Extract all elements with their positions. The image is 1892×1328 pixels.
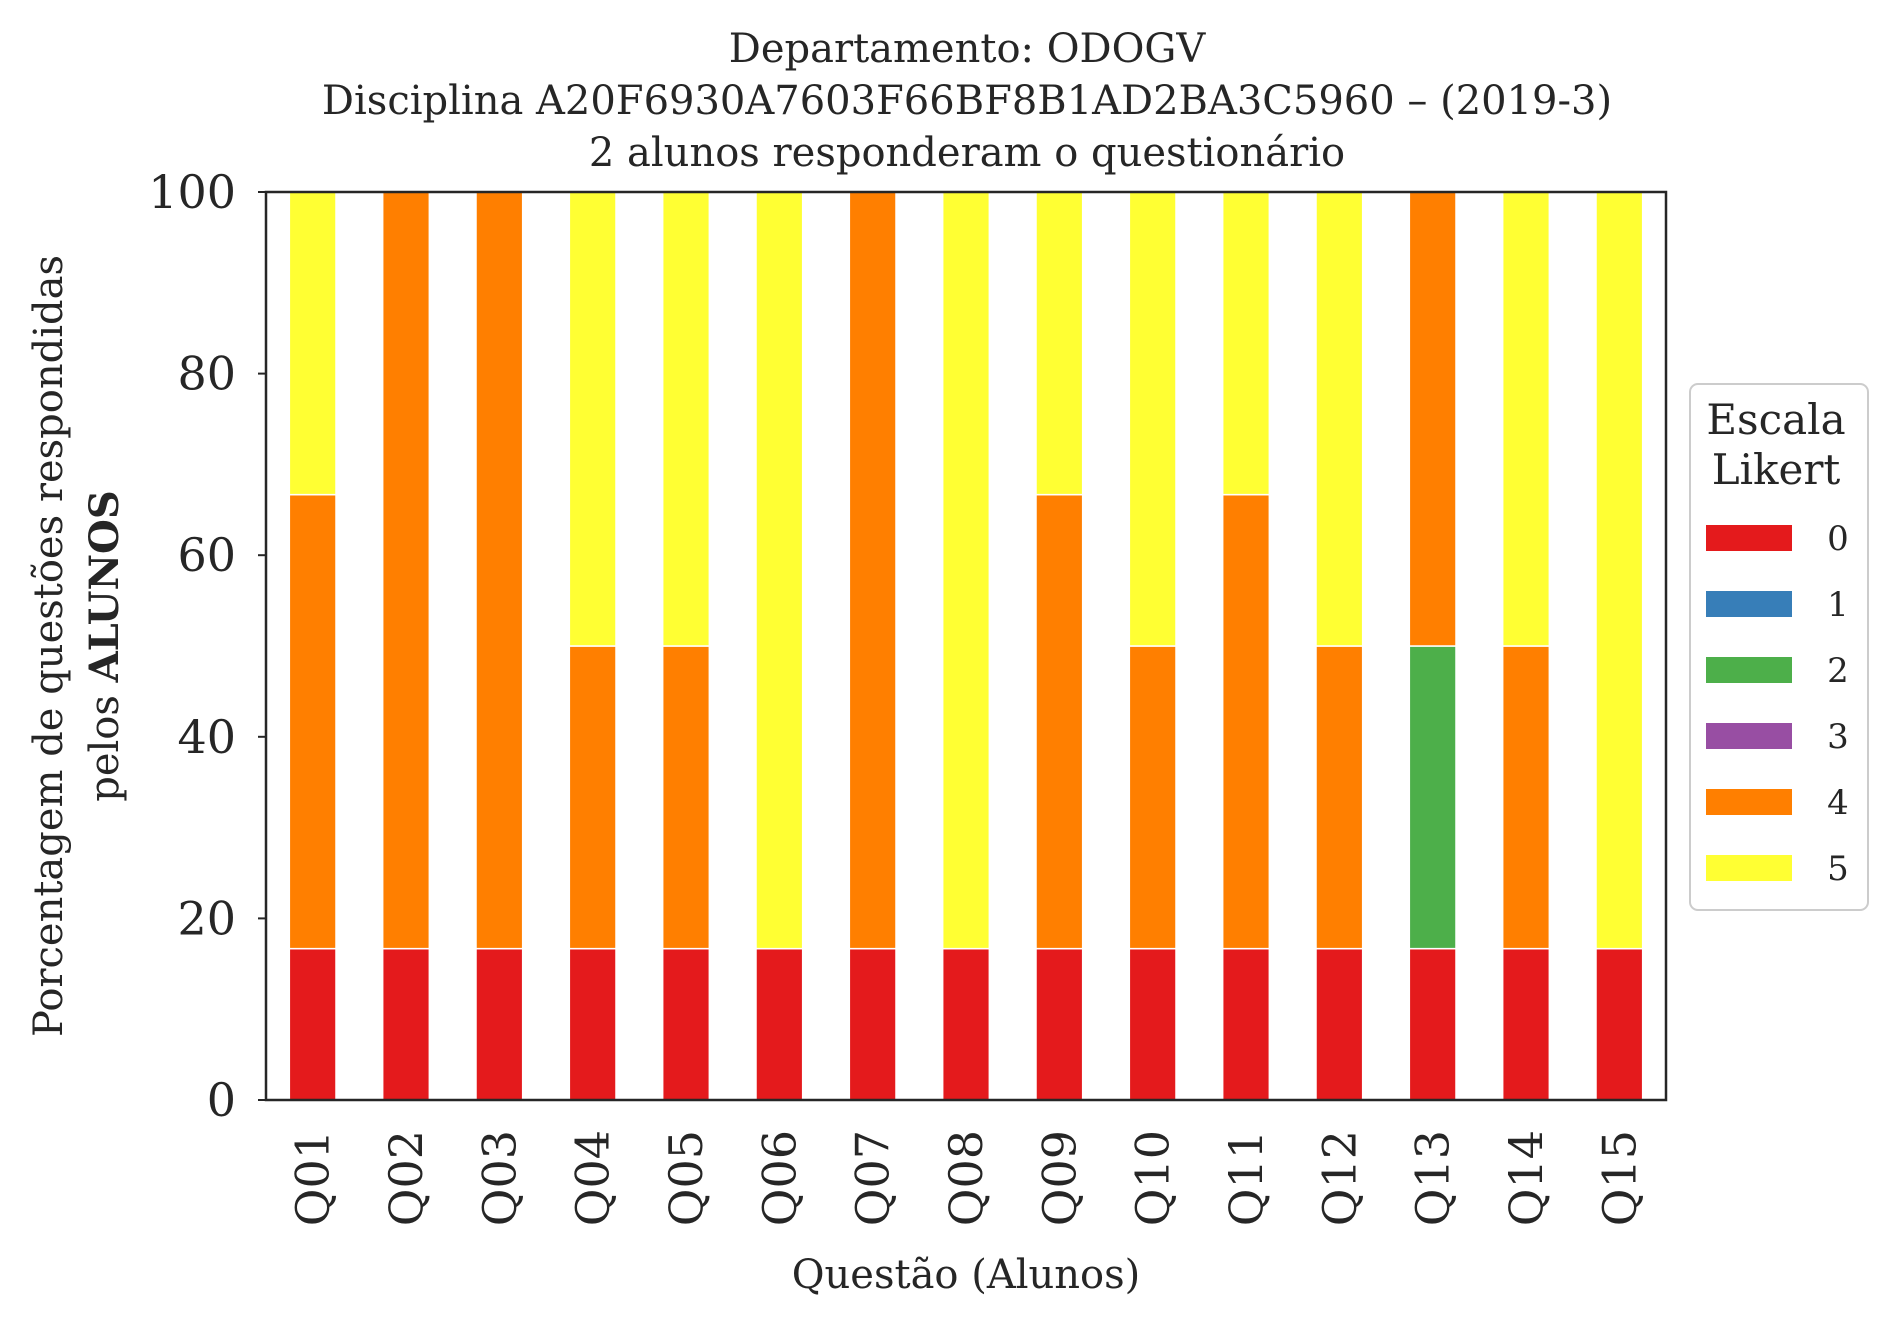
bar-q01-series-5 — [288, 191, 337, 496]
bar-q04-series-0 — [568, 947, 617, 1101]
bar-q15-series-5 — [1595, 191, 1644, 950]
bar-q02-series-4 — [381, 191, 431, 950]
bar-q10-series-5 — [1128, 191, 1177, 647]
chart-title-line-1: Departamento: ODOGV — [729, 26, 1207, 72]
bar-q12-series-0 — [1315, 947, 1364, 1101]
x-tick-label-q10: Q10 — [1126, 1130, 1180, 1226]
bar-q14-series-5 — [1501, 191, 1551, 647]
y-axis-label-line-2: pelos ALUNOS — [81, 490, 128, 802]
x-tick-label-q13: Q13 — [1406, 1130, 1460, 1226]
bar-q14-series-4 — [1501, 645, 1551, 950]
bar-q11-series-0 — [1221, 947, 1271, 1101]
y-tick-label-20: 20 — [177, 891, 236, 945]
y-tick-label-100: 100 — [148, 165, 236, 219]
bar-q07-series-0 — [848, 947, 897, 1101]
x-tick-label-q08: Q08 — [939, 1130, 993, 1226]
chart-title: Departamento: ODOGV Disciplina A20F6930A… — [322, 26, 1612, 176]
x-tick-label-q07: Q07 — [846, 1130, 900, 1226]
plot-frame — [264, 190, 1668, 1102]
bar-q05-series-4 — [661, 645, 711, 950]
bar-q09-series-0 — [1035, 947, 1084, 1101]
x-tick-label-q03: Q03 — [472, 1130, 526, 1226]
x-tick-label-q11: Q11 — [1219, 1130, 1273, 1226]
legend-label-5: 5 — [1827, 849, 1849, 889]
bar-q05-series-0 — [661, 947, 711, 1101]
legend-title-line-1: Escala — [1706, 395, 1845, 444]
y-axis-label-line-1: Porcentagem de questões respondidas — [26, 255, 72, 1037]
y-tick-label-80: 80 — [177, 347, 236, 401]
bar-q15-series-0 — [1595, 947, 1644, 1101]
bar-q12-series-5 — [1315, 191, 1364, 647]
bar-group — [288, 191, 1644, 1101]
bar-q12-series-4 — [1315, 645, 1364, 950]
x-axis-ticks: Q01 Q02 Q03 Q04 Q05 Q06 Q07 Q08 Q09 Q10 Q11 Q12 Q13 Q… — [286, 1130, 1647, 1226]
bar-q06-series-0 — [755, 947, 804, 1101]
legend-label-0: 0 — [1827, 519, 1849, 559]
bar-q04-series-4 — [568, 645, 617, 950]
legend-label-2: 2 — [1827, 651, 1849, 691]
x-tick-label-q02: Q02 — [379, 1130, 433, 1226]
legend-label-3: 3 — [1827, 717, 1849, 757]
legend-swatch-1 — [1706, 591, 1792, 617]
legend-frame — [1689, 383, 1869, 911]
legend-swatch-2 — [1706, 657, 1792, 683]
bar-q09-series-5 — [1035, 191, 1084, 496]
bar-q07-series-4 — [848, 191, 897, 950]
x-axis-label: Questão (Alunos) — [792, 1252, 1141, 1298]
bar-q08-series-0 — [941, 947, 991, 1101]
legend-label-1: 1 — [1827, 585, 1849, 625]
bar-q10-series-0 — [1128, 947, 1177, 1101]
legend-title-line-2: Likert — [1712, 445, 1841, 494]
bar-q11-series-5 — [1221, 191, 1271, 496]
y-axis-label-prefix: pelos — [82, 682, 128, 801]
bar-q06-series-5 — [755, 191, 804, 950]
x-tick-label-q12: Q12 — [1312, 1130, 1366, 1226]
y-tick-label-0: 0 — [207, 1073, 236, 1127]
chart-title-line-2: Disciplina A20F6930A7603F66BF8B1AD2BA3C5… — [322, 78, 1612, 124]
bar-q01-series-4 — [288, 493, 337, 950]
legend-label-4: 4 — [1827, 783, 1849, 823]
legend-items: 0 1 2 3 4 5 — [1706, 519, 1849, 889]
legend-swatch-4 — [1706, 789, 1792, 815]
x-tick-label-q01: Q01 — [286, 1130, 340, 1226]
y-axis-label-bold: ALUNOS — [81, 490, 128, 683]
bar-q01-series-0 — [288, 947, 337, 1101]
y-axis-ticks: 0 20 40 60 80 100 — [148, 165, 266, 1127]
bar-q13-series-2 — [1408, 645, 1457, 950]
bar-q03-series-0 — [475, 947, 524, 1101]
x-tick-label-q14: Q14 — [1499, 1130, 1553, 1226]
y-tick-label-60: 60 — [177, 528, 236, 582]
x-tick-label-q09: Q09 — [1032, 1130, 1086, 1226]
bar-q08-series-5 — [941, 191, 991, 950]
bar-q05-series-5 — [661, 191, 711, 647]
legend-swatch-0 — [1706, 525, 1792, 551]
y-tick-label-40: 40 — [177, 710, 236, 764]
chart-title-line-3: 2 alunos responderam o questionário — [589, 130, 1345, 176]
bar-q11-series-4 — [1221, 493, 1271, 950]
x-tick-label-q04: Q04 — [566, 1130, 620, 1226]
bar-q04-series-5 — [568, 191, 617, 647]
legend-swatch-5 — [1706, 855, 1792, 881]
bar-q13-series-0 — [1408, 947, 1457, 1101]
x-tick-label-q15: Q15 — [1592, 1130, 1646, 1226]
bar-q10-series-4 — [1128, 645, 1177, 950]
x-tick-label-q06: Q06 — [752, 1130, 806, 1226]
bar-q03-series-4 — [475, 191, 524, 950]
legend-swatch-3 — [1706, 723, 1792, 749]
bar-q09-series-4 — [1035, 493, 1084, 950]
x-tick-label-q05: Q05 — [659, 1130, 713, 1226]
bar-q14-series-0 — [1501, 947, 1551, 1101]
legend: Escala Likert 0 1 2 3 4 5 — [1689, 383, 1869, 911]
bar-q02-series-0 — [381, 947, 431, 1101]
bar-q13-series-4 — [1408, 191, 1457, 647]
